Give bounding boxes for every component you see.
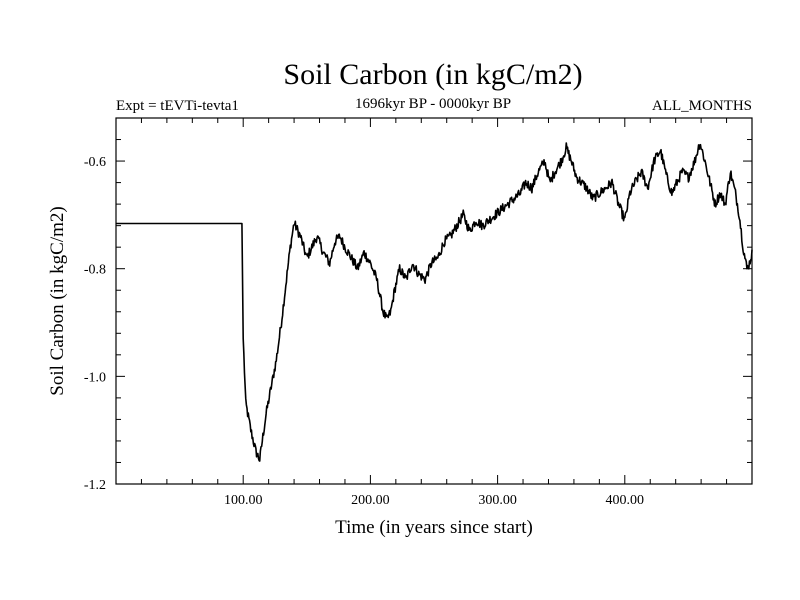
chart-title: Soil Carbon (in kgC/m2) (283, 58, 582, 91)
chart-subtitle-left: Expt = tEVTi-tevta1 (116, 98, 239, 114)
x-tick-label: 300.00 (478, 493, 517, 508)
y-axis-label: Soil Carbon (in kgC/m2) (47, 206, 68, 395)
plot-frame (115, 117, 753, 485)
y-tick-label: -0.6 (84, 155, 106, 170)
x-axis-label: Time (in years since start) (335, 517, 533, 538)
axis-tick-labels: 100.00 200.00 300.00 400.00 -1.2 -1.0 -0.8 -0.6 (84, 155, 644, 508)
y-tick-label: -1.2 (84, 478, 106, 493)
soil-carbon-series-line (115, 142, 753, 462)
chart-subtitle-right: ALL_MONTHS (652, 98, 752, 114)
y-tick-label: -1.0 (84, 370, 106, 385)
x-tick-label: 400.00 (606, 493, 645, 508)
x-tick-label: 200.00 (351, 493, 390, 508)
chart-subtitle-center: 1696kyr BP - 0000kyr BP (355, 96, 511, 112)
y-tick-label: -0.8 (84, 263, 106, 278)
x-tick-label: 100.00 (224, 493, 263, 508)
axis-ticks (116, 117, 752, 485)
